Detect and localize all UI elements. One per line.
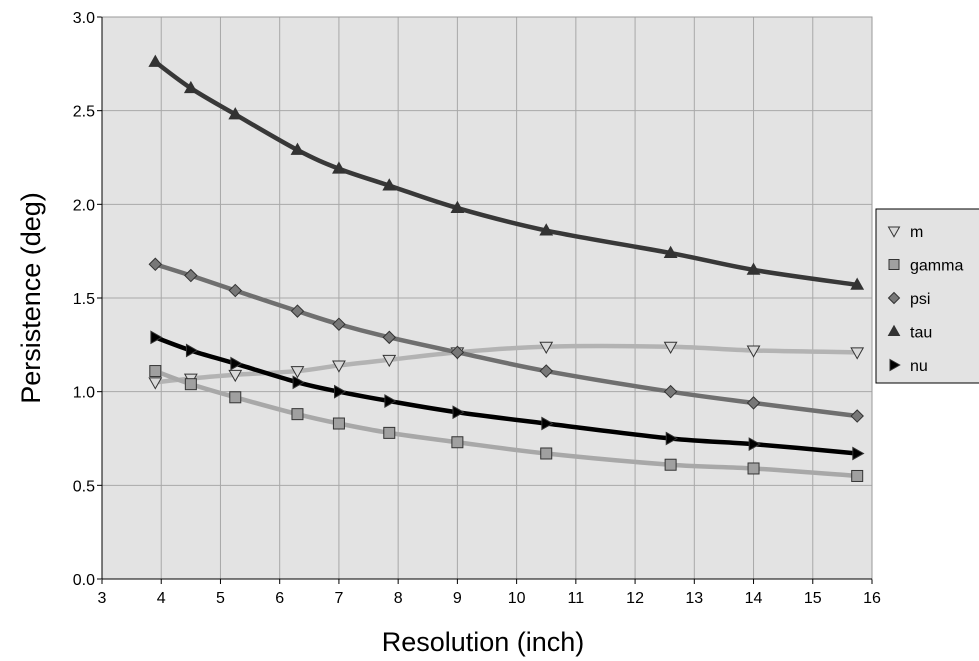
series-nu — [150, 330, 865, 461]
data-point-gamma — [383, 426, 396, 439]
x-tick-label: 10 — [508, 590, 526, 607]
data-point-nu — [230, 356, 243, 371]
axes: 3 4 5 6 7 8 9 10 11 12 13 14 15 16 0.0 0.5 1.0 1.5 2.0 2.5 3… — [73, 10, 881, 607]
data-point-nu — [292, 375, 305, 390]
data-point-psi — [148, 257, 163, 272]
x-tick-label: 12 — [626, 590, 644, 607]
legend-label-psi: psi — [910, 291, 930, 308]
data-point-m — [382, 354, 397, 368]
x-tick-label: 15 — [804, 590, 822, 607]
data-point-m — [663, 341, 678, 355]
series-psi — [148, 257, 864, 423]
legend-marker-m — [887, 226, 901, 238]
data-point-tau — [148, 54, 163, 67]
data-point-nu — [852, 446, 865, 461]
y-tick-label: 2.0 — [73, 197, 95, 214]
series-tau — [148, 54, 865, 290]
y-axis-title: Persistence (deg) — [16, 192, 46, 404]
data-point-m — [290, 366, 305, 379]
data-point-psi — [332, 317, 346, 331]
data-point-m — [850, 347, 865, 360]
legend-label-gamma: gamma — [910, 258, 963, 275]
data-point-nu — [452, 405, 465, 420]
series-layer — [148, 54, 865, 482]
data-point-tau — [539, 223, 554, 236]
data-point-tau — [382, 178, 397, 191]
legend-marker-psi — [887, 291, 901, 305]
data-point-psi — [746, 396, 761, 410]
data-point-psi — [539, 364, 553, 378]
data-point-nu — [150, 330, 163, 345]
data-point-gamma — [332, 417, 345, 430]
data-point-psi — [228, 283, 243, 298]
data-point-m — [539, 341, 554, 355]
data-point-psi — [290, 304, 305, 318]
data-point-nu — [541, 416, 554, 431]
data-point-nu — [334, 384, 347, 399]
series-gamma — [149, 365, 864, 482]
x-tick-label: 3 — [98, 590, 107, 607]
data-point-gamma — [664, 458, 677, 471]
data-point-m — [148, 377, 163, 390]
data-point-tau — [183, 80, 198, 94]
data-point-gamma — [149, 365, 162, 378]
x-tick-label: 7 — [334, 590, 343, 607]
data-point-gamma — [184, 378, 197, 391]
y-tick-label: 2.5 — [73, 104, 95, 121]
data-point-nu — [748, 437, 761, 452]
data-point-psi — [850, 409, 864, 423]
data-point-nu — [185, 343, 199, 358]
data-point-psi — [184, 268, 198, 283]
data-point-tau — [746, 262, 761, 275]
legend-label-nu: nu — [910, 358, 928, 375]
data-point-m — [228, 369, 243, 383]
x-tick-label: 8 — [394, 590, 403, 607]
legend-label-tau: tau — [910, 325, 932, 342]
data-point-m — [332, 360, 346, 373]
x-tick-label: 6 — [275, 590, 284, 607]
x-tick-label: 11 — [568, 590, 585, 607]
data-point-psi — [450, 345, 465, 360]
x-tick-label: 14 — [745, 590, 763, 607]
y-tick-label: 1.5 — [73, 291, 95, 308]
data-point-tau — [290, 142, 305, 155]
data-point-gamma — [540, 447, 553, 460]
data-point-tau — [332, 161, 346, 174]
legend-marker-gamma — [888, 259, 900, 270]
data-point-gamma — [851, 469, 864, 482]
x-tick-label: 4 — [157, 590, 166, 607]
data-point-tau — [228, 107, 243, 120]
data-point-tau — [450, 200, 465, 213]
x-tick-label: 16 — [863, 590, 881, 607]
data-point-gamma — [451, 436, 464, 449]
legend-label-m: m — [910, 224, 923, 241]
data-point-psi — [382, 330, 397, 345]
gridlines — [101, 16, 873, 580]
data-point-tau — [850, 277, 865, 290]
data-point-nu — [384, 394, 397, 408]
x-tick-label: 9 — [453, 590, 462, 607]
legend-marker-tau — [887, 324, 901, 336]
data-point-psi — [663, 384, 678, 399]
data-point-tau — [663, 245, 678, 258]
y-tick-label: 3.0 — [73, 10, 95, 27]
y-tick-label: 0.5 — [73, 478, 95, 495]
data-point-nu — [665, 431, 678, 446]
data-point-gamma — [747, 462, 760, 475]
series-m — [148, 341, 865, 390]
y-tick-label: 0.0 — [73, 572, 95, 589]
y-tick-label: 1.0 — [73, 385, 95, 402]
x-tick-label: 13 — [685, 590, 703, 607]
x-axis-title: Resolution (inch) — [382, 627, 585, 657]
legend: m gamma psi tau nu — [875, 208, 979, 384]
data-point-gamma — [229, 391, 242, 404]
data-point-gamma — [291, 408, 304, 421]
data-point-m — [746, 345, 761, 358]
legend-marker-nu — [889, 358, 901, 372]
x-tick-label: 5 — [216, 590, 225, 607]
